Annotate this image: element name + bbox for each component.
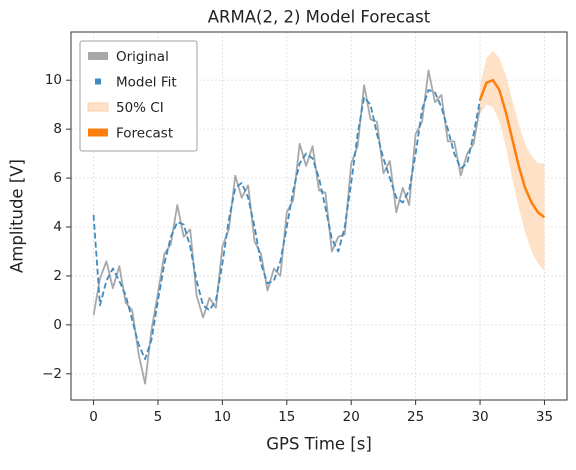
y-tick-label: 2	[53, 268, 62, 284]
x-tick-label: 20	[343, 409, 360, 425]
legend-label: Original	[116, 49, 169, 65]
y-tick-label: 8	[53, 121, 62, 137]
legend-swatch	[88, 52, 108, 60]
data-line	[92, 89, 481, 361]
x-tick-label: 15	[278, 409, 295, 425]
chart-title: ARMA(2, 2) Model Forecast	[208, 8, 431, 27]
x-tick-label: 0	[89, 409, 98, 425]
legend-swatch	[87, 102, 109, 112]
legend-label: Forecast	[116, 126, 173, 142]
legend-label: 50% CI	[116, 100, 164, 116]
legend-swatch	[88, 128, 108, 137]
y-tick-label: 10	[45, 72, 62, 88]
x-tick-label: 30	[471, 409, 488, 425]
legend-box	[79, 40, 198, 152]
x-tick-label: 10	[214, 409, 231, 425]
y-tick-label: 4	[53, 219, 62, 235]
legend-label: Model Fit	[116, 75, 177, 91]
plot-frame	[70, 31, 568, 401]
x-axis-label: GPS Time [s]	[266, 435, 372, 454]
y-tick-label: −2	[42, 366, 62, 382]
data-line	[92, 69, 481, 385]
x-tick-label: 5	[154, 409, 163, 425]
confidence-band	[480, 50, 545, 272]
legend-swatch	[95, 78, 101, 85]
legend: Original Model Fit 50% CI Forecast	[79, 40, 198, 152]
data-line	[478, 78, 546, 219]
x-tick-label: 25	[407, 409, 424, 425]
y-axis-label: Amplitude [V]	[8, 159, 27, 273]
x-tick-label: 35	[536, 409, 553, 425]
y-tick-label: 0	[53, 317, 62, 333]
y-tick-label: 6	[53, 170, 62, 186]
